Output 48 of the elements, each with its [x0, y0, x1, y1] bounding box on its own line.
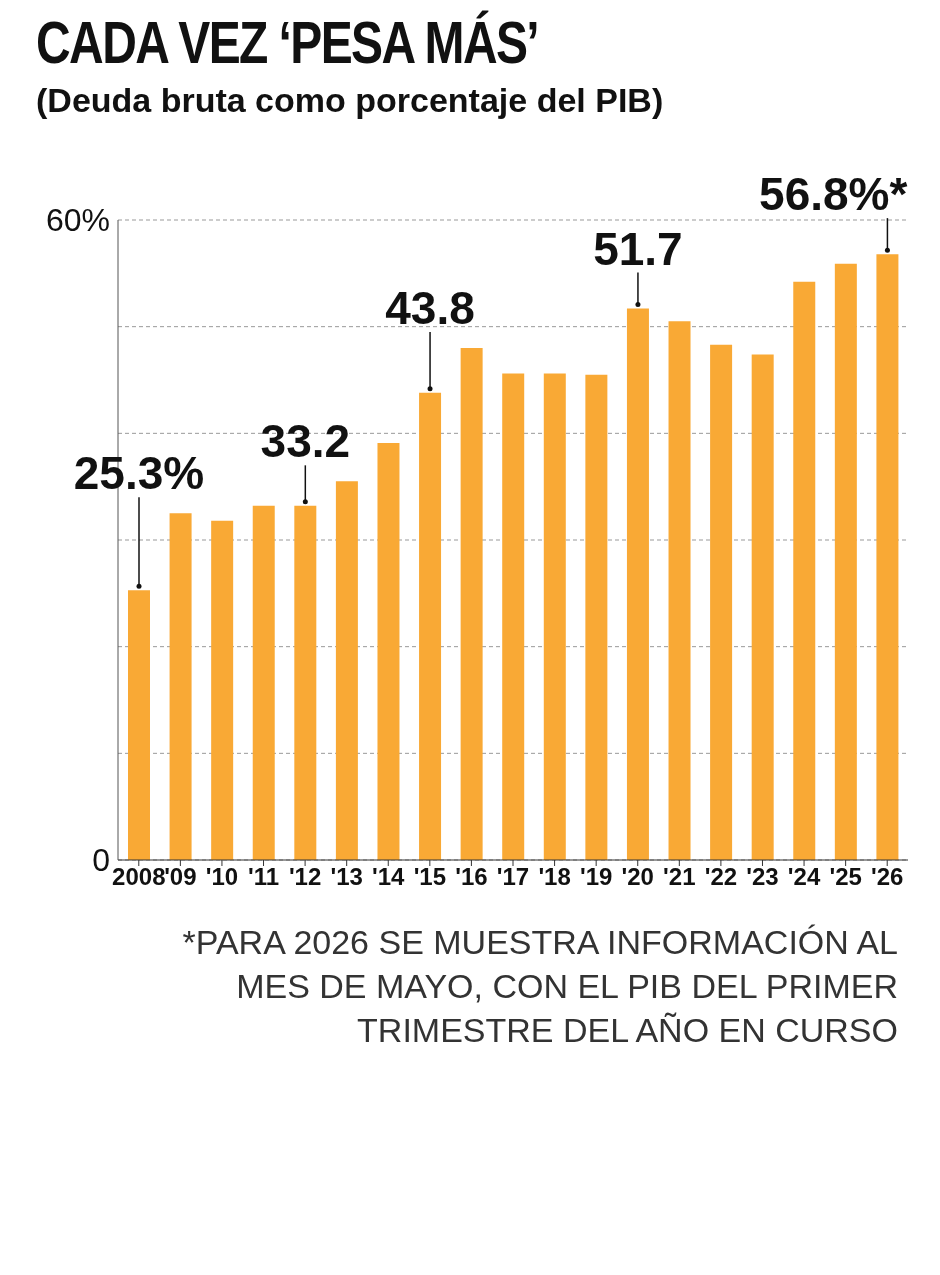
bar [294, 505, 317, 860]
bar [460, 348, 483, 860]
x-tick-label: '09 [164, 863, 197, 891]
bar [169, 513, 192, 860]
bar [876, 254, 899, 860]
x-tick-label: '12 [288, 863, 322, 891]
bar [668, 321, 691, 860]
bar [710, 344, 733, 860]
y-tick-label: 60% [45, 202, 110, 239]
x-tick-label: '19 [579, 863, 613, 891]
x-tick-label: '25 [829, 863, 862, 891]
data-label: 33.2 [260, 415, 351, 468]
x-tick-label: '14 [372, 863, 406, 891]
bar [626, 308, 649, 860]
x-tick-label: '16 [455, 863, 488, 891]
x-tick-label: '23 [746, 863, 779, 891]
x-tick-label: '10 [205, 863, 239, 891]
bar [252, 505, 275, 860]
bar [211, 520, 234, 860]
bar [335, 481, 358, 860]
data-label: 43.8 [385, 282, 475, 334]
bar [834, 263, 857, 860]
bar [377, 442, 400, 860]
text: *PARA 2026 SE MUESTRA INFORMACIÓN AL MES DE MAYO, CON EL PIB DEL PRIMER TRIMESTRE DEL AÑO EN CURSO [181, 922, 898, 1052]
x-tick-label: '17 [496, 863, 530, 891]
x-tick-label: '26 [871, 863, 904, 891]
y-tick-label: 0 [92, 842, 110, 879]
data-label: 56.8%* [759, 168, 908, 221]
x-tick-label: 2008 [112, 863, 166, 891]
bar [419, 392, 442, 860]
x-tick-label: '13 [330, 863, 363, 891]
bar [543, 373, 566, 860]
data-label: 51.7 [593, 222, 683, 275]
x-tick-label: '24 [787, 863, 821, 891]
x-tick-label: '18 [538, 863, 571, 891]
chart-title: CADA VEZ ‘PESA MÁS’ [36, 8, 540, 77]
chart-subtitle: (Deuda bruta como porcentaje del PIB) [36, 81, 665, 120]
bar [751, 354, 774, 860]
x-tick-label: '20 [621, 863, 654, 891]
x-tick-label: '22 [704, 863, 738, 891]
x-tick-label: '21 [663, 863, 696, 891]
bar [585, 374, 608, 860]
x-tick-label: '11 [247, 863, 280, 891]
data-label: 25.3% [73, 447, 205, 500]
bar [793, 281, 816, 860]
bar [502, 373, 525, 860]
x-tick-label: '15 [413, 863, 447, 891]
bar [128, 590, 150, 860]
